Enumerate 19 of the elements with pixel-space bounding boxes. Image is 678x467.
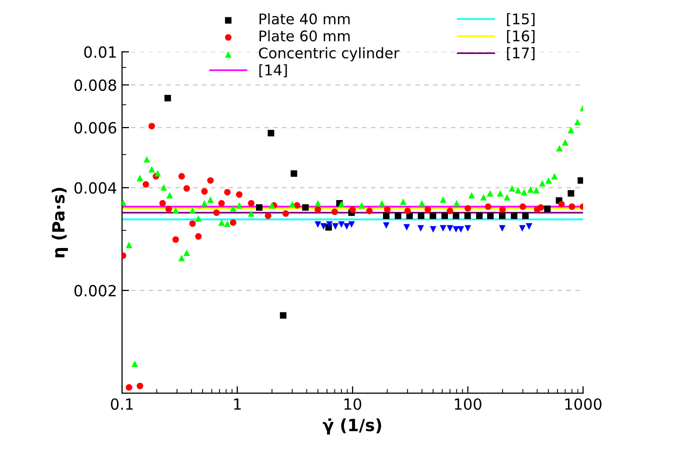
legend-label: Plate 40 mm — [260, 13, 350, 24]
y-tick-label: 0.004 — [74, 182, 116, 194]
x-tick-label: 10 — [344, 398, 362, 410]
legend-label: [17] — [507, 47, 535, 60]
legend-label: Plate 60 mm — [260, 30, 350, 42]
y-tick-label: 0.002 — [74, 284, 116, 296]
x-tick-label: 1 — [234, 398, 241, 410]
x-tick-label: 100 — [454, 398, 482, 410]
x-axis-title: γ̇ (1/s) — [322, 418, 382, 435]
x-tick-label: 0.1 — [110, 398, 133, 410]
legend-label: Concentric cylinder — [258, 47, 400, 62]
y-tick-label: 0.006 — [74, 122, 116, 134]
y-tick-label: 0.008 — [74, 79, 116, 91]
x-tick-label: 1000 — [565, 398, 602, 410]
legend-label: [15] — [507, 13, 535, 26]
y-axis-title: η (Pa·s) — [52, 188, 68, 258]
legend-label: [14] — [259, 64, 287, 78]
y-tick-label: 0.01 — [84, 46, 116, 58]
legend-label: [16] — [507, 30, 535, 44]
